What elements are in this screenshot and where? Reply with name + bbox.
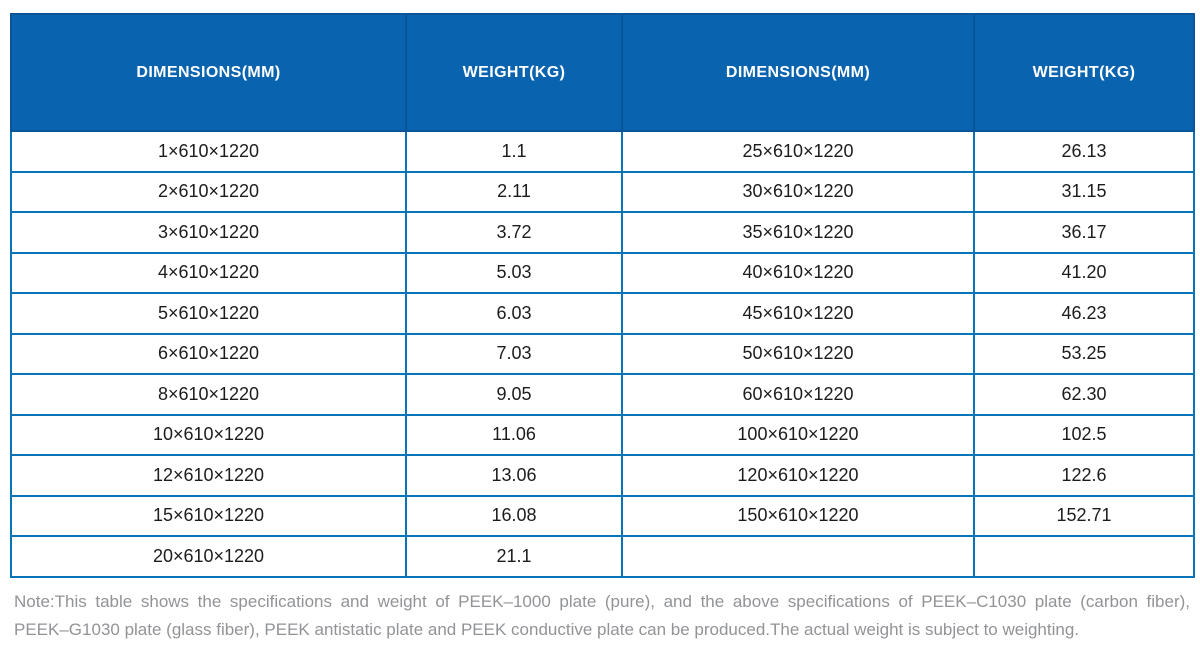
dimensions-cell: 5×610×1220 xyxy=(10,292,407,335)
weight-cell: 5.03 xyxy=(405,251,623,294)
dimensions-cell: 120×610×1220 xyxy=(621,454,975,497)
dimensions-cell: 30×610×1220 xyxy=(621,170,975,213)
table-row: 20×610×1220 21.1 xyxy=(10,535,1195,578)
dimensions-cell: 45×610×1220 xyxy=(621,292,975,335)
weight-cell: 2.11 xyxy=(405,170,623,213)
weight-cell: 102.5 xyxy=(973,413,1195,456)
weight-cell: 41.20 xyxy=(973,251,1195,294)
dimensions-cell: 20×610×1220 xyxy=(10,535,407,578)
dimensions-cell: 100×610×1220 xyxy=(621,413,975,456)
dimensions-cell: 40×610×1220 xyxy=(621,251,975,294)
weight-cell: 62.30 xyxy=(973,373,1195,416)
table-row: 6×610×1220 7.03 50×610×1220 53.25 xyxy=(10,332,1195,375)
weight-cell: 122.6 xyxy=(973,454,1195,497)
col-header-weight-right: WEIGHT(KG) xyxy=(973,13,1195,132)
dimensions-cell: 12×610×1220 xyxy=(10,454,407,497)
dimensions-cell: 3×610×1220 xyxy=(10,211,407,254)
dimensions-cell: 150×610×1220 xyxy=(621,494,975,537)
weight-cell: 6.03 xyxy=(405,292,623,335)
weight-cell: 16.08 xyxy=(405,494,623,537)
note-text: Note:This table shows the specifications… xyxy=(14,588,1190,644)
weight-cell: 53.25 xyxy=(973,332,1195,375)
table-row: 5×610×1220 6.03 45×610×1220 46.23 xyxy=(10,292,1195,335)
note-line-2: PEEK–G1030 plate (glass fiber), PEEK ant… xyxy=(14,620,1080,639)
weight-cell: 3.72 xyxy=(405,211,623,254)
weight-cell: 31.15 xyxy=(973,170,1195,213)
col-header-dimensions-right: DIMENSIONS(MM) xyxy=(621,13,975,132)
dimensions-cell: 2×610×1220 xyxy=(10,170,407,213)
weight-cell: 9.05 xyxy=(405,373,623,416)
weight-cell: 7.03 xyxy=(405,332,623,375)
table-row: 15×610×1220 16.08 150×610×1220 152.71 xyxy=(10,494,1195,537)
table-body: 1×610×1220 1.1 25×610×1220 26.13 2×610×1220 2… xyxy=(10,130,1195,578)
table-row: 4×610×1220 5.03 40×610×1220 41.20 xyxy=(10,251,1195,294)
table-row: 10×610×1220 11.06 100×610×1220 102.5 xyxy=(10,413,1195,456)
dimensions-cell: 1×610×1220 xyxy=(10,130,407,173)
weight-cell: 21.1 xyxy=(405,535,623,578)
weight-cell: 26.13 xyxy=(973,130,1195,173)
dimensions-cell: 10×610×1220 xyxy=(10,413,407,456)
weight-cell: 11.06 xyxy=(405,413,623,456)
col-header-dimensions-left: DIMENSIONS(MM) xyxy=(10,13,407,132)
table-row: 3×610×1220 3.72 35×610×1220 36.17 xyxy=(10,211,1195,254)
table-row: 12×610×1220 13.06 120×610×1220 122.6 xyxy=(10,454,1195,497)
dimensions-cell: 15×610×1220 xyxy=(10,494,407,537)
dimensions-cell: 50×610×1220 xyxy=(621,332,975,375)
weight-cell: 13.06 xyxy=(405,454,623,497)
table-row: 8×610×1220 9.05 60×610×1220 62.30 xyxy=(10,373,1195,416)
dimensions-cell: 4×610×1220 xyxy=(10,251,407,294)
table-header: DIMENSIONS(MM) WEIGHT(KG) DIMENSIONS(MM)… xyxy=(10,13,1195,132)
dimensions-cell: 6×610×1220 xyxy=(10,332,407,375)
weight-cell xyxy=(973,535,1195,578)
table-row: 1×610×1220 1.1 25×610×1220 26.13 xyxy=(10,130,1195,173)
table-row: 2×610×1220 2.11 30×610×1220 31.15 xyxy=(10,170,1195,213)
dimensions-cell: 60×610×1220 xyxy=(621,373,975,416)
dimensions-cell: 25×610×1220 xyxy=(621,130,975,173)
dimensions-cell: 8×610×1220 xyxy=(10,373,407,416)
weight-cell: 1.1 xyxy=(405,130,623,173)
dimensions-cell: 35×610×1220 xyxy=(621,211,975,254)
peek-plate-weight-table: DIMENSIONS(MM) WEIGHT(KG) DIMENSIONS(MM)… xyxy=(10,13,1195,578)
col-header-weight-left: WEIGHT(KG) xyxy=(405,13,623,132)
dimensions-cell xyxy=(621,535,975,578)
header-row: DIMENSIONS(MM) WEIGHT(KG) DIMENSIONS(MM)… xyxy=(10,13,1195,132)
note-line-1: Note:This table shows the specifications… xyxy=(14,592,1190,611)
weight-cell: 46.23 xyxy=(973,292,1195,335)
weight-cell: 152.71 xyxy=(973,494,1195,537)
weight-cell: 36.17 xyxy=(973,211,1195,254)
